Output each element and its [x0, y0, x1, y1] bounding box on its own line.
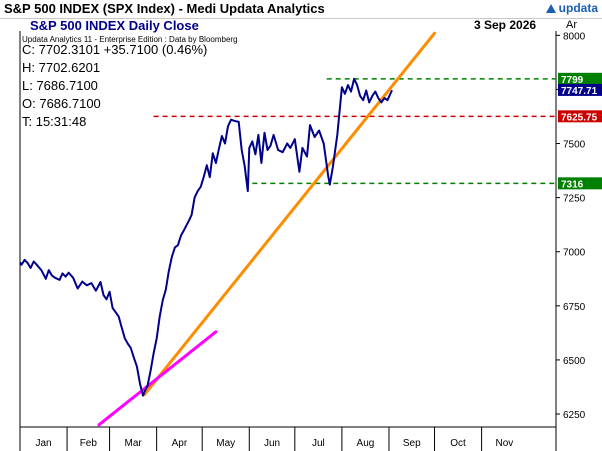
level-price-label: 7625.75: [561, 112, 598, 123]
window-title: S&P 500 INDEX (SPX Index) - Medi Updata …: [4, 1, 325, 16]
open-readout: O: 7686.7100: [22, 96, 101, 111]
trendline: [97, 330, 218, 427]
x-tick-label: Nov: [495, 438, 513, 449]
data-credit: Updata Analytics 11 - Enterprise Edition…: [22, 35, 238, 44]
x-tick-label: Jul: [312, 438, 325, 449]
x-tick-label: Apr: [172, 438, 188, 449]
level-price-label: 7799: [561, 75, 584, 86]
y-tick-label: 7000: [563, 248, 586, 259]
level-price-tag: [558, 72, 602, 85]
axis-label: Ar: [566, 19, 577, 31]
trendline: [143, 31, 437, 397]
brand-logo[interactable]: updata: [545, 1, 598, 15]
level-price-label: 7316: [561, 179, 584, 190]
price-line: [19, 77, 393, 397]
x-tick-label: Sep: [403, 438, 421, 449]
x-tick-label: Oct: [450, 438, 466, 449]
level-price-tag: [558, 177, 602, 190]
x-tick-label: Jan: [35, 438, 51, 449]
y-tick-label: 6750: [563, 302, 586, 313]
chart-title: S&P 500 INDEX Daily Close: [30, 18, 199, 33]
price-readout: C: 7702.3101 +35.7100 (0.46%) H: 7702.62…: [22, 41, 207, 131]
low-readout: L: 7686.7100: [22, 78, 98, 93]
x-tick-label: Mar: [125, 438, 143, 449]
y-tick-label: 8000: [563, 31, 586, 42]
x-tick-label: Jun: [264, 438, 280, 449]
chart-date: 3 Sep 2026: [474, 18, 537, 32]
title-bar: S&P 500 INDEX (SPX Index) - Medi Updata …: [0, 0, 602, 19]
level-price-tag: [558, 110, 602, 123]
y-tick-label: 7250: [563, 194, 586, 205]
last-price-label: 7747.71: [561, 86, 598, 97]
last-price-tag: [558, 83, 602, 96]
y-tick-label: 7500: [563, 140, 586, 151]
close-readout: C: 7702.3101 +35.7100 (0.46%): [22, 42, 208, 57]
triangle-logo-icon: [545, 4, 556, 13]
high-readout: H: 7702.6201: [22, 60, 101, 75]
brand-text: updata: [558, 1, 598, 15]
x-tick-label: May: [216, 438, 235, 449]
y-tick-label: 6500: [563, 356, 586, 367]
plot-area[interactable]: 62506500675070007250750077508000JanFebMa…: [19, 31, 602, 451]
y-tick-label: 6250: [563, 410, 586, 421]
x-tick-label: Feb: [80, 438, 98, 449]
time-readout: T: 15:31:48: [22, 114, 87, 129]
x-tick-label: Aug: [357, 438, 375, 449]
